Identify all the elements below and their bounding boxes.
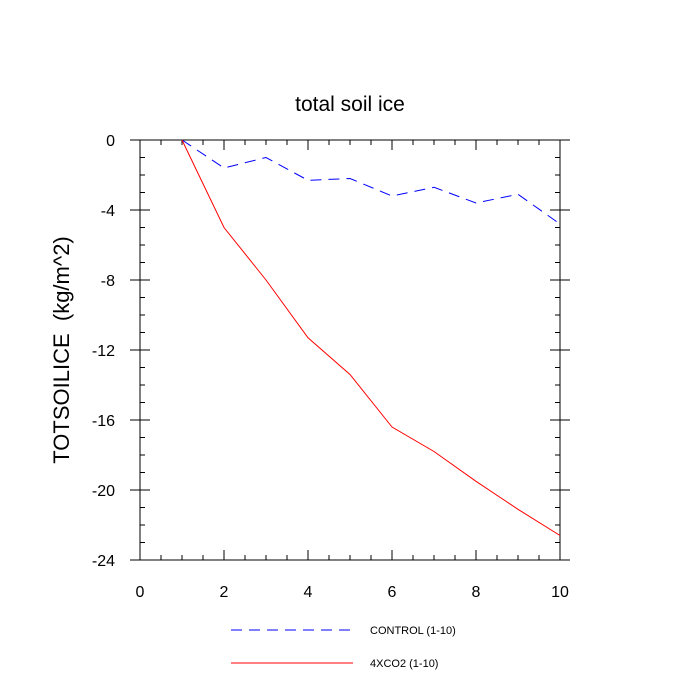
plot-frame xyxy=(139,139,561,561)
legend: CONTROL (1-10) 4XCO2 (1-10) xyxy=(231,625,456,670)
axis-ticks: 0 2 4 6 8 10 0 -4 -8 -12 -16 -20 -24 xyxy=(92,133,570,601)
x-tick-label: 4 xyxy=(304,584,313,601)
legend-label-0: CONTROL (1-10) xyxy=(370,625,456,637)
y-axis-label: TOTSOILICE (kg/m^2) xyxy=(49,236,74,464)
y-tick-label: -20 xyxy=(92,483,115,500)
chart-title: total soil ice xyxy=(295,93,405,116)
x-tick-label: 0 xyxy=(136,584,145,601)
y-tick-label: -16 xyxy=(92,413,115,430)
x-tick-label: 8 xyxy=(472,584,481,601)
y-tick-label: -8 xyxy=(101,273,115,290)
y-tick-label: 0 xyxy=(106,133,115,150)
y-tick-label: -4 xyxy=(101,203,115,220)
x-tick-label: 10 xyxy=(551,584,569,601)
series-lines xyxy=(181,139,561,536)
series-line-1 xyxy=(181,139,561,536)
y-tick-label: -12 xyxy=(92,343,115,360)
x-tick-label: 6 xyxy=(388,584,397,601)
legend-label-1: 4XCO2 (1-10) xyxy=(370,658,438,670)
y-tick-label: -24 xyxy=(92,553,115,570)
series-line-0 xyxy=(181,139,561,225)
x-tick-label: 2 xyxy=(220,584,229,601)
